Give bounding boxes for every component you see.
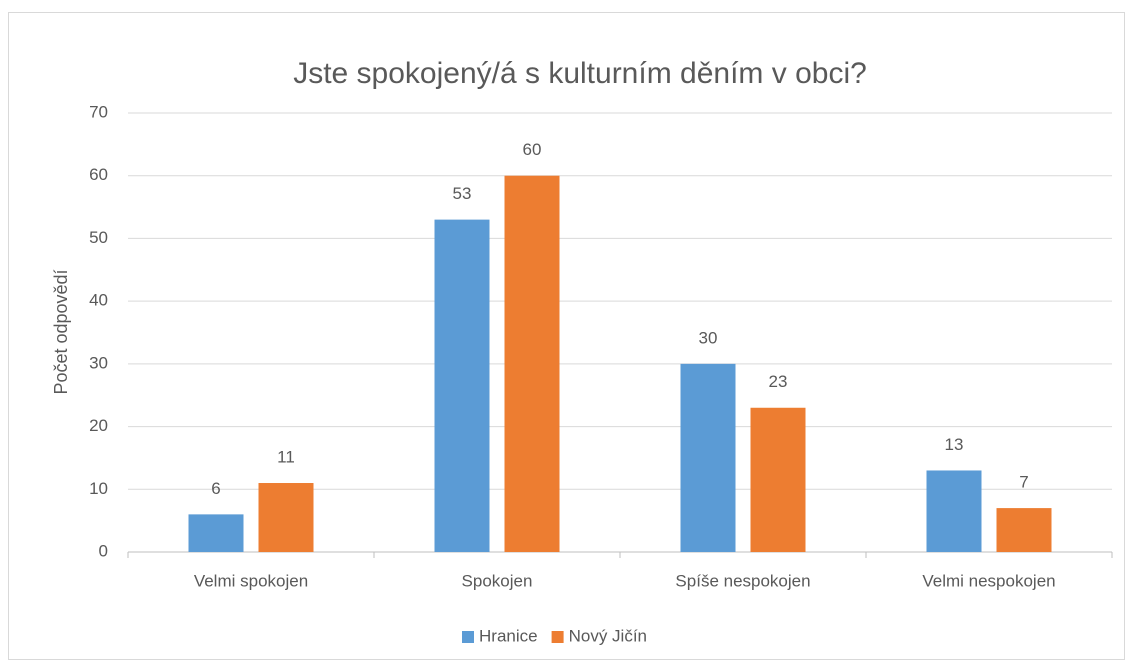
data-label: 30	[699, 328, 718, 347]
legend-label: Nový Jičín	[569, 626, 647, 645]
legend-swatch	[462, 631, 474, 643]
x-tick-label: Velmi nespokojen	[922, 571, 1055, 590]
bar	[680, 363, 736, 552]
chart-border	[8, 12, 1125, 660]
data-label: 7	[1019, 473, 1028, 492]
data-label: 53	[453, 184, 472, 203]
y-tick-label: 70	[89, 102, 108, 121]
y-tick-label: 50	[89, 228, 108, 247]
bar	[434, 219, 490, 552]
y-tick-label: 60	[89, 165, 108, 184]
legend-label: Hranice	[479, 626, 538, 645]
bar	[504, 175, 560, 552]
y-tick-label: 30	[89, 353, 108, 372]
x-tick-label: Velmi spokojen	[194, 571, 308, 590]
x-tick-label: Spokojen	[462, 571, 533, 590]
bar	[258, 483, 314, 552]
y-axis-label: Počet odpovědí	[51, 269, 71, 394]
bar	[188, 514, 244, 552]
bar	[926, 470, 982, 552]
bar	[750, 407, 806, 552]
y-tick-label: 0	[99, 541, 108, 560]
y-tick-label: 10	[89, 479, 108, 498]
bar	[996, 508, 1052, 552]
x-tick-label: Spíše nespokojen	[675, 571, 810, 590]
y-tick-label: 40	[89, 291, 108, 310]
data-label: 23	[769, 372, 788, 391]
legend-swatch	[551, 631, 564, 643]
data-label: 13	[945, 435, 964, 454]
chart-title: Jste spokojený/á s kulturním děním v obc…	[293, 57, 867, 90]
y-tick-label: 20	[89, 416, 108, 435]
data-label: 11	[277, 447, 295, 466]
data-label: 60	[523, 140, 542, 159]
data-label: 6	[211, 479, 220, 498]
